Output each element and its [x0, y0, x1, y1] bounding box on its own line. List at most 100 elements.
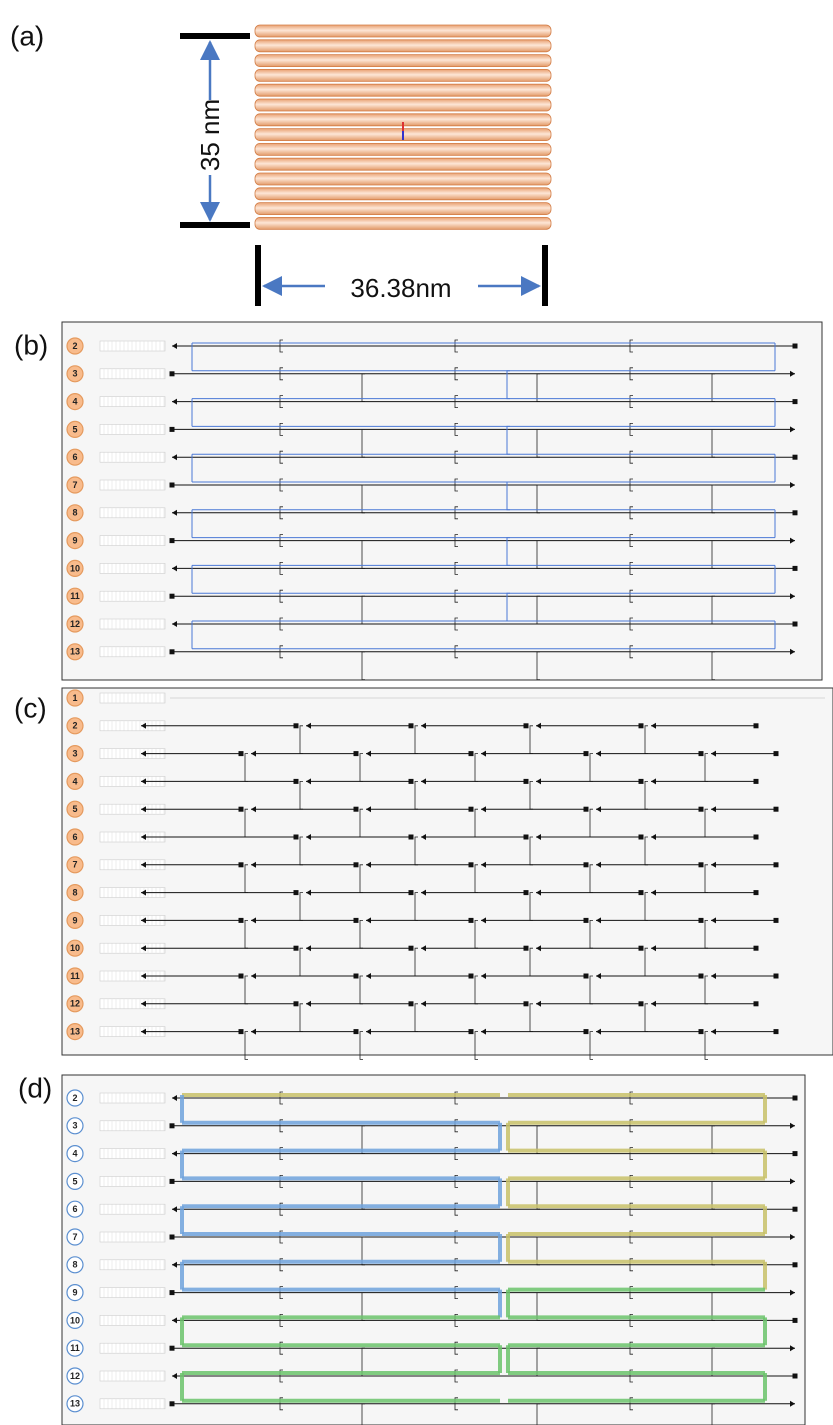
strand-start	[774, 974, 779, 979]
helix-number: 6	[72, 832, 77, 842]
strand-start	[409, 890, 414, 895]
grid-strip	[100, 397, 165, 407]
grid-strip	[100, 693, 165, 703]
grid-strip	[100, 1121, 165, 1131]
strand-start	[699, 807, 704, 812]
strand-start	[170, 1290, 175, 1295]
helix-tube	[255, 173, 551, 185]
strand-start	[699, 974, 704, 979]
strand-start	[584, 862, 589, 867]
helix-number: 12	[70, 619, 80, 629]
helix-number: 7	[72, 480, 77, 490]
strand-start	[524, 723, 529, 728]
strand-start	[754, 835, 759, 840]
helix-number: 5	[72, 1176, 77, 1186]
grid-strip	[100, 563, 165, 573]
helix-number: 9	[72, 915, 77, 925]
grid-strip	[100, 1371, 165, 1381]
helix-tube	[255, 40, 551, 52]
strand-start	[699, 751, 704, 756]
helix-number: 10	[70, 943, 80, 953]
strand-start	[793, 510, 798, 515]
strand-start	[584, 807, 589, 812]
strand-start	[354, 1029, 359, 1034]
strand-start	[469, 807, 474, 812]
strand-start	[524, 946, 529, 951]
strand-start	[639, 835, 644, 840]
strand-start	[354, 862, 359, 867]
helix-tube	[255, 143, 551, 155]
strand-start	[524, 890, 529, 895]
helix-number: 6	[72, 452, 77, 462]
strand-start	[469, 1029, 474, 1034]
helix-number: 13	[70, 1399, 80, 1409]
strand-start	[239, 1029, 244, 1034]
helix-number: 11	[70, 971, 80, 981]
helix-number: 5	[72, 804, 77, 814]
strand-start	[469, 862, 474, 867]
helix-number: 2	[72, 1093, 77, 1103]
strand-start	[170, 1235, 175, 1240]
strand-start	[639, 1001, 644, 1006]
strand-start	[170, 483, 175, 488]
grid-strip	[100, 536, 165, 546]
strand-start	[754, 946, 759, 951]
helix-tube	[255, 203, 551, 215]
grid-strip	[100, 1288, 165, 1298]
strand-start	[524, 835, 529, 840]
panel-label: (c)	[14, 692, 47, 723]
helix-number: 3	[72, 1121, 77, 1131]
strand-start	[793, 455, 798, 460]
strand-start	[793, 566, 798, 571]
strand-start	[639, 723, 644, 728]
strand-start	[170, 1401, 175, 1406]
helix-number: 4	[72, 396, 77, 406]
strand-start	[409, 723, 414, 728]
grid-strip	[100, 341, 165, 351]
grid-strip	[100, 480, 165, 490]
strand-start	[584, 918, 589, 923]
grid-strip	[100, 1343, 165, 1353]
helix-number: 3	[72, 369, 77, 379]
helix-number: 6	[72, 1204, 77, 1214]
helix-number: 2	[72, 341, 77, 351]
strand-start	[793, 1374, 798, 1379]
strand-start	[354, 807, 359, 812]
helix-tube	[255, 55, 551, 67]
grid-strip	[100, 1315, 165, 1325]
strand-start	[793, 399, 798, 404]
helix-number: 13	[70, 647, 80, 657]
helix-number: 2	[72, 721, 77, 731]
figure: (a) 35 nm 36.38nm (b) (c) (d) 2345678910…	[0, 0, 833, 1425]
helix-number: 12	[70, 1371, 80, 1381]
strand-start	[793, 622, 798, 627]
strand-start	[170, 1179, 175, 1184]
grid-strip	[100, 1260, 165, 1270]
helix-tube	[255, 188, 551, 200]
strand-start	[793, 344, 798, 349]
grid-strip	[100, 1232, 165, 1242]
strand-start	[294, 946, 299, 951]
width-label: 36.38nm	[350, 273, 451, 303]
helix-number: 13	[70, 1026, 80, 1036]
strand-start	[469, 918, 474, 923]
strand-start	[170, 427, 175, 432]
strand-start	[409, 835, 414, 840]
strand-start	[754, 1001, 759, 1006]
grid-strip	[100, 1204, 165, 1214]
strand-start	[699, 918, 704, 923]
panel-label: (a)	[10, 20, 44, 51]
strand-start	[774, 862, 779, 867]
strand-start	[584, 974, 589, 979]
strand-start	[469, 751, 474, 756]
helix-number: 11	[70, 591, 80, 601]
strand-start	[639, 946, 644, 951]
grid-strip	[100, 508, 165, 518]
strand-start	[170, 538, 175, 543]
strand-start	[170, 649, 175, 654]
grid-strip	[100, 369, 165, 379]
helix-number: 10	[70, 1315, 80, 1325]
grid-strip	[100, 1149, 165, 1159]
strand-start	[170, 1346, 175, 1351]
strand-start	[239, 918, 244, 923]
